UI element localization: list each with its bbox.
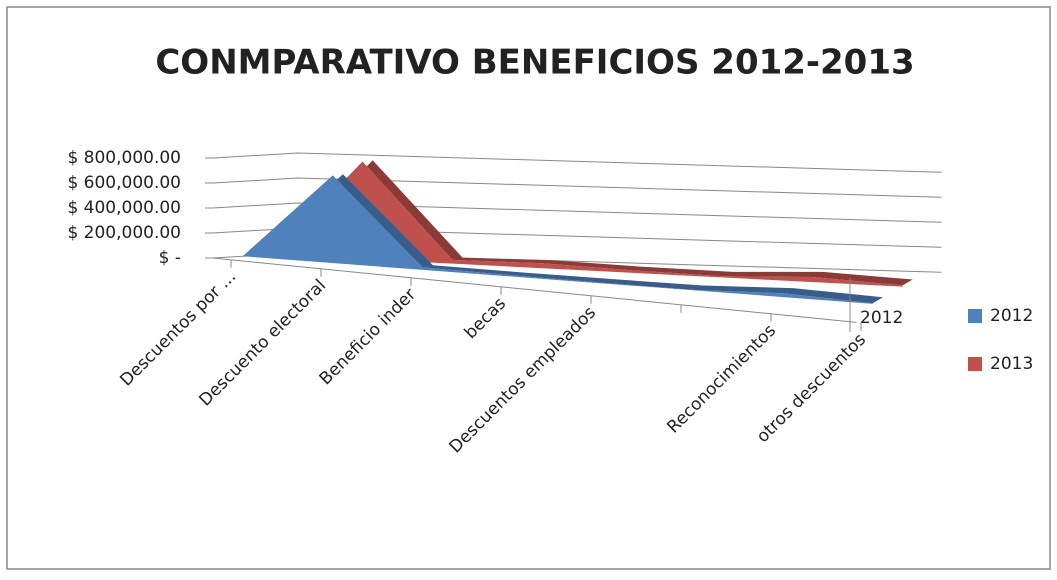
grid-line bbox=[212, 202, 942, 223]
chart-title: CONMPARATIVO BENEFICIOS 2012-2013 bbox=[155, 43, 914, 83]
grid-line bbox=[212, 152, 942, 173]
area bbox=[242, 175, 873, 304]
depth-label: 2012 bbox=[860, 308, 903, 328]
y-tick-label: $ 600,000.00 bbox=[67, 173, 181, 193]
y-tick-label: $ - bbox=[159, 248, 181, 268]
x-axis bbox=[212, 257, 857, 323]
legend-label: 2012 bbox=[990, 306, 1033, 326]
y-tick-label: $ 200,000.00 bbox=[67, 223, 181, 243]
area-top bbox=[242, 174, 883, 304]
area bbox=[272, 161, 903, 287]
legend-label: 2013 bbox=[990, 354, 1033, 374]
chart-frame bbox=[6, 6, 1051, 570]
legend-swatch bbox=[968, 357, 982, 371]
y-tick-label: $ 400,000.00 bbox=[67, 198, 181, 218]
legend-swatch bbox=[968, 309, 982, 323]
y-tick-label: $ 800,000.00 bbox=[67, 148, 181, 168]
grid-line bbox=[212, 177, 942, 198]
